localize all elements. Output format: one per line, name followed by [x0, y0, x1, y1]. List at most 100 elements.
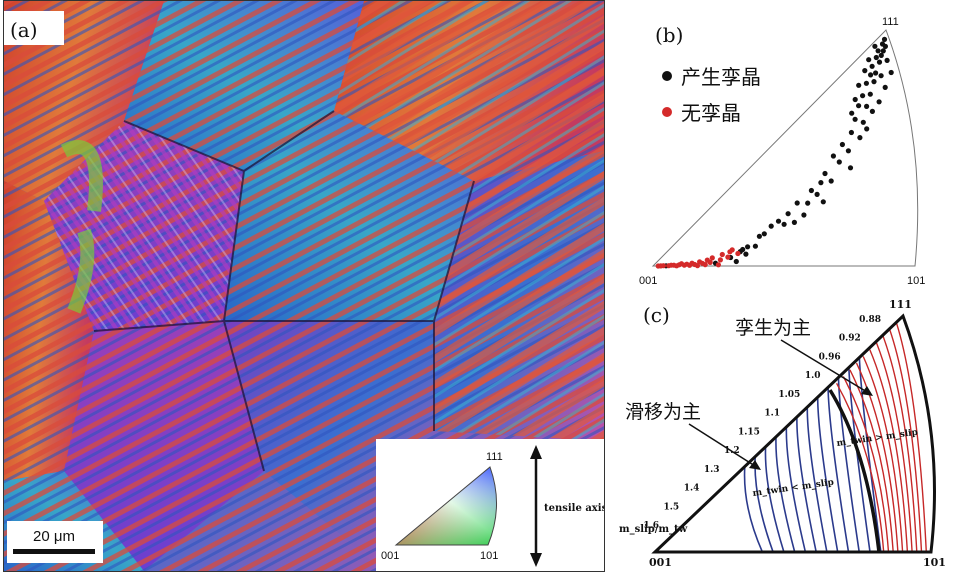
ratio-tick-label: 0.88 — [859, 315, 881, 325]
right-panels: (b) 111 001 101 产生孪晶 无孪晶 (c) 111 001 101… — [619, 16, 946, 569]
ratio-tick-label: 1.4 — [684, 484, 700, 494]
annotation-slip-arrow — [688, 423, 756, 467]
twin-point — [818, 180, 824, 186]
twin-point — [869, 63, 875, 69]
panel-a-label: (a) — [10, 18, 38, 42]
twin-point — [864, 126, 870, 132]
twin-point — [866, 57, 872, 63]
twin-point — [752, 243, 758, 249]
no-twin-point — [702, 262, 708, 268]
ratio-tick-label: 0.92 — [839, 334, 861, 344]
slip-contour-line — [743, 466, 764, 553]
twin-point — [740, 246, 746, 253]
ratio-tick-label: 1.0 — [805, 371, 821, 381]
twin-point — [876, 99, 882, 105]
twin-point — [856, 82, 862, 88]
panel-b-corner-111: 111 — [882, 16, 899, 28]
twin-point — [869, 108, 875, 114]
slip-contour-line — [775, 436, 796, 553]
twin-contour-line — [842, 376, 890, 553]
ipf-key-101: 101 — [480, 550, 498, 562]
twin-point — [872, 43, 878, 49]
twin-point — [873, 70, 879, 76]
no-twin-point — [719, 251, 725, 258]
panel-a-label-box — [4, 11, 64, 45]
scale-bar — [13, 549, 95, 554]
twin-point — [761, 231, 767, 237]
twin-point — [848, 129, 854, 136]
panel-c-label: (c) — [643, 303, 670, 327]
twin-point — [801, 212, 807, 218]
twin-point — [847, 165, 854, 171]
no-twin-point — [729, 247, 735, 253]
twin-point — [775, 218, 782, 224]
ratio-tick-label: 0.96 — [819, 353, 841, 363]
twin-point — [836, 159, 842, 165]
twin-contour-line — [835, 382, 885, 553]
legend-marker-twin — [662, 71, 672, 81]
panel-c-ipf-triangle — [651, 313, 936, 554]
twin-contour-line — [855, 362, 899, 553]
ebsd-map: 20 μm (a) 111 001 101 tensile axis — [4, 1, 604, 571]
twin-point — [884, 57, 890, 64]
twin-point — [756, 233, 762, 239]
panel-c-corner-001: 001 — [649, 556, 672, 569]
slip-contour-line — [816, 397, 839, 553]
slip-contour-line — [827, 387, 850, 553]
twin-point — [830, 153, 836, 159]
ratio-tick-label: 1.05 — [778, 390, 800, 400]
twin-point — [785, 211, 791, 217]
twin-point — [856, 103, 862, 109]
no-twin-point — [709, 255, 715, 261]
twin-contour-line — [895, 322, 927, 553]
annotation-twin: 孪生为主 — [735, 317, 811, 339]
twin-point — [839, 141, 845, 148]
slip-contour-line — [754, 456, 774, 553]
twin-point — [875, 48, 881, 54]
ipf-key-001: 001 — [381, 550, 399, 562]
scatter-points — [655, 36, 894, 269]
twin-point — [743, 251, 749, 257]
twin-point — [791, 219, 797, 225]
scale-bar-label: 20 μm — [33, 528, 75, 545]
ratio-tick-label: 1.5 — [664, 502, 680, 512]
twin-point — [852, 116, 858, 122]
slip-contour-line — [796, 416, 817, 553]
scale-bar-box — [7, 521, 103, 563]
twin-point — [828, 178, 834, 184]
twin-point — [871, 79, 877, 85]
twin-point — [820, 199, 826, 205]
panel-b-corner-001: 001 — [639, 275, 657, 287]
ratio-tick-label: 1.1 — [764, 409, 780, 419]
tensile-axis-label: tensile axis — [544, 503, 604, 514]
twin-point — [863, 80, 869, 86]
ebsd-map-panel: 20 μm (a) 111 001 101 tensile axis — [3, 0, 605, 572]
twin-point — [888, 69, 894, 76]
twin-contour-line — [869, 349, 909, 553]
twin-contour-line — [882, 335, 918, 553]
twin-point — [864, 103, 870, 109]
panel-c-schmid-map — [651, 313, 936, 554]
legend-label-twin: 产生孪晶 — [681, 65, 761, 89]
twin-point — [867, 91, 873, 97]
twin-point — [845, 148, 851, 154]
no-twin-point — [725, 254, 731, 260]
twin-point — [805, 200, 811, 206]
twin-point — [862, 68, 868, 74]
no-twin-point — [707, 259, 713, 265]
legend-marker-no-twin — [662, 107, 672, 117]
no-twin-point — [668, 262, 674, 268]
twin-point — [882, 84, 888, 90]
twin-contour-line — [875, 342, 913, 553]
ratio-tick-label: 1.3 — [704, 465, 720, 475]
twin-point — [860, 119, 866, 125]
twin-point — [822, 170, 828, 177]
twin-point — [768, 223, 774, 229]
panel-b-ipf-triangle — [651, 29, 919, 267]
no-twin-point — [715, 262, 721, 268]
twin-point — [814, 191, 820, 197]
twin-point — [882, 43, 888, 50]
ratio-tick-label: 1.6 — [643, 521, 659, 531]
twin-point — [868, 72, 874, 78]
